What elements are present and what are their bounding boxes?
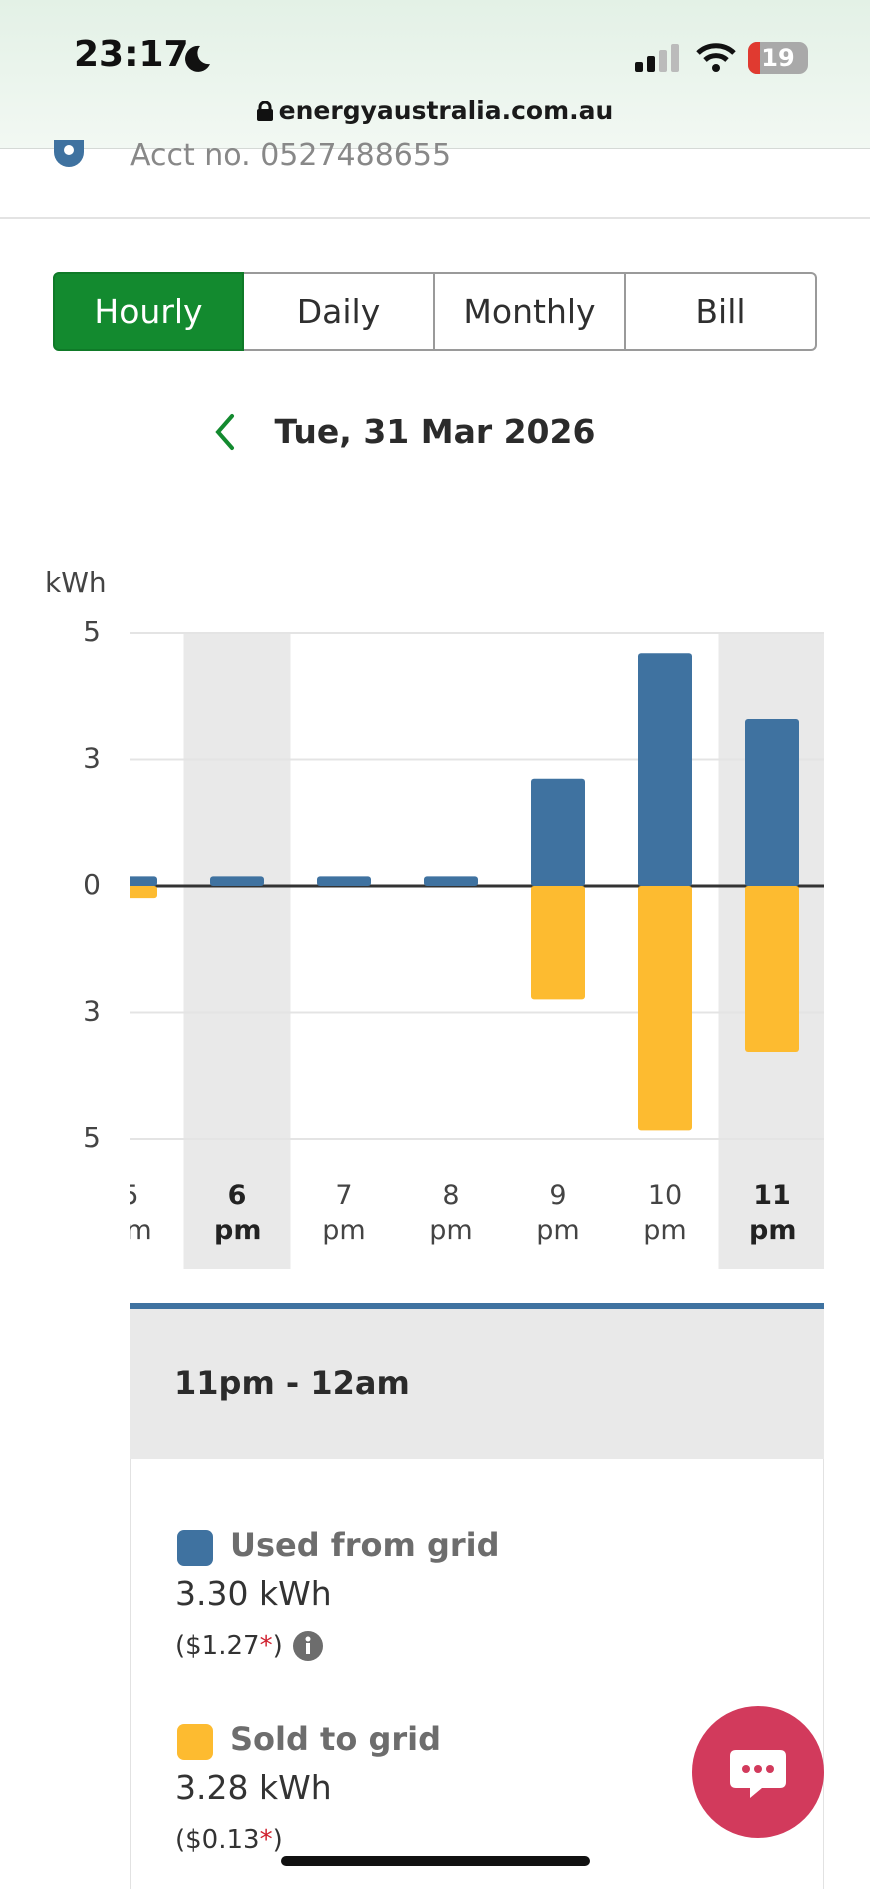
cost-part: ($1.27 [175,1631,260,1661]
legend-swatch [177,1724,213,1760]
cost: ($0.13*) [175,1825,283,1855]
x-tick-label: 7 pm [322,1180,366,1246]
bar [130,876,157,886]
prev-date-button[interactable] [212,412,238,452]
legend-swatch [177,1530,213,1566]
bar [317,876,371,886]
x-axis: 5 pm 6 pm 7 pm 8 pm 9 pm 10 pm 11 pm [130,1178,824,1268]
cost-part: ) [272,1825,283,1855]
tab[interactable]: Hourly [53,272,244,351]
cost: ($1.27*) [175,1631,323,1661]
bar [130,886,157,899]
cost-part: * [259,1825,273,1855]
account-icon [54,140,84,167]
status-bar: 23:17 19 energyaustralia.com.au [0,0,870,149]
y-tick-label: 5 [83,615,101,648]
url-bar[interactable]: energyaustralia.com.au [0,96,870,125]
x-tick-label: 6 pm [214,1180,262,1246]
x-tick-label: 10 pm [643,1180,687,1246]
info-dot [305,1636,311,1642]
info-stem [305,1643,310,1654]
bar [531,886,585,1000]
period: 11pm - 12am [174,1364,410,1402]
x-tick-label: 9 pm [536,1180,580,1246]
cost-part: * [259,1631,273,1661]
column-highlight [183,633,291,1269]
y-tick-label: 3 [83,995,101,1028]
divider [0,217,870,219]
detail-card [130,1459,824,1889]
battery: 19 [748,42,808,74]
cost-part: ) [272,1631,283,1661]
info-icon[interactable] [292,1631,323,1661]
bar [424,876,478,886]
x-tick-label: 8 pm [429,1180,473,1246]
bar [638,653,692,886]
amount: 3.30 kWh [175,1574,332,1613]
battery-level [748,42,760,74]
date: Tue, 31 Mar 2026 [274,412,596,451]
y-tick-label: 5 [83,1121,101,1154]
tab[interactable]: Bill [626,272,817,351]
y-tick-label: 3 [83,742,101,775]
amount: 3.28 kWh [175,1768,332,1807]
wifi-icon [696,43,736,72]
account-number: Acct no. 0527488655 [130,138,452,173]
detail-accent [130,1303,824,1309]
tab[interactable]: Daily [244,272,435,351]
battery-text: 19 [761,44,795,72]
clock: 23:17 [74,34,189,75]
url: energyaustralia.com.au [278,96,614,125]
legend-label: Used from grid [230,1526,500,1564]
y-tick-label: 0 [83,868,101,901]
home-indicator [281,1856,590,1866]
bar [210,876,264,886]
detail-header: 11pm - 12am [130,1309,824,1459]
bar [531,778,585,886]
bar [745,719,799,886]
cost-part: ($0.13 [175,1825,260,1855]
chat-button[interactable] [692,1706,824,1838]
chart: 5 3 0 3 5 [83,615,824,1269]
lock-icon [256,100,273,121]
y-axis-label: kWh [45,566,107,599]
moon-icon [185,45,210,72]
signal-icon [635,44,679,72]
x-tick-label: 11 pm [749,1180,797,1246]
bar [638,886,692,1131]
bar [745,886,799,1052]
tab[interactable]: Monthly [435,272,626,351]
x-tick-label: 5 pm [130,1180,152,1246]
legend-label: Sold to grid [230,1720,442,1758]
